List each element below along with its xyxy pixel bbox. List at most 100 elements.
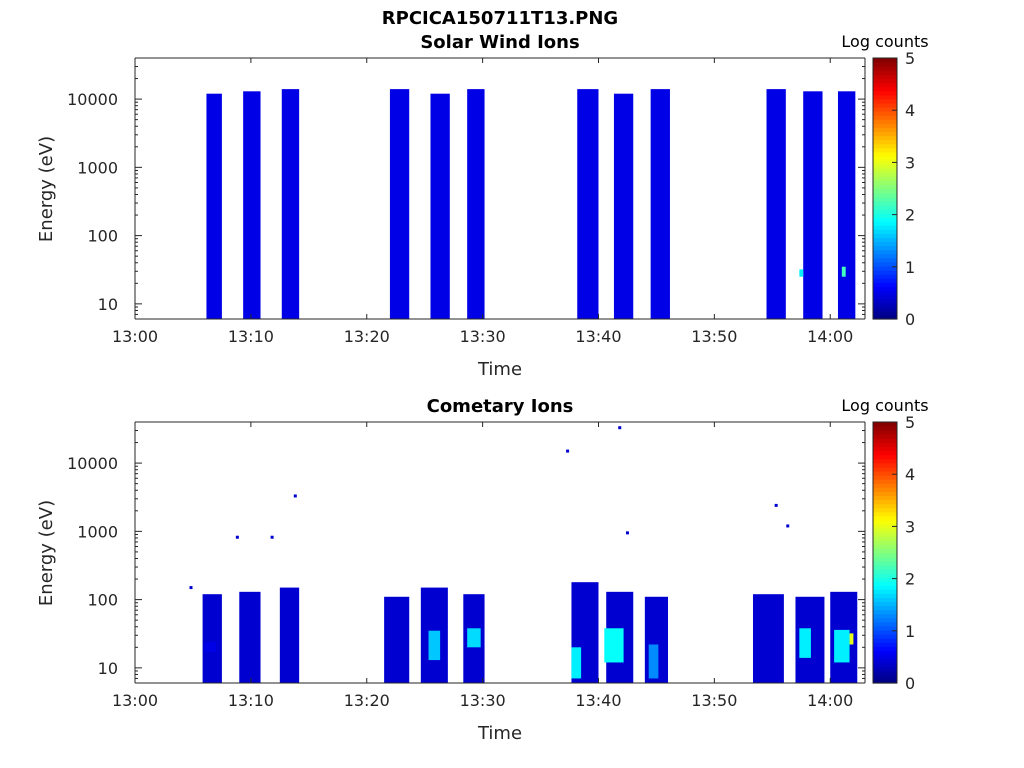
colorbar-segment — [873, 249, 897, 255]
colorbar-segment — [873, 479, 897, 484]
colorbar-segment — [873, 617, 897, 623]
colorbar-segment — [873, 438, 897, 443]
x-tick-label: 13:20 — [344, 691, 390, 710]
x-tick-label: 13:40 — [575, 691, 621, 710]
colorbar-segment — [873, 241, 897, 247]
colorbar-segment — [873, 78, 897, 84]
y-tick-label: 100 — [87, 227, 118, 246]
colorbar-segment — [873, 212, 897, 218]
x-tick-label: 13:00 — [112, 691, 158, 710]
x-tick-label: 13:00 — [112, 327, 158, 346]
colorbar-label: Log counts — [841, 32, 928, 51]
spectrogram-marks — [189, 426, 858, 683]
colorbar-segment — [873, 483, 897, 488]
colorbar-segment — [873, 306, 897, 312]
colorbar-segment — [873, 139, 897, 145]
cometary-ions-panel: Cometary Ions 13:00 13:10 13:20 13:30 13:40 1… — [36, 396, 929, 744]
colorbar-segment — [873, 102, 897, 108]
count-block-9 — [752, 594, 784, 683]
colorbar-segment — [873, 422, 897, 427]
colorbar-tick-label: 0 — [905, 310, 915, 329]
colorbar-segment — [873, 131, 897, 137]
colorbar-segment — [873, 548, 897, 554]
colorbar-segment — [873, 499, 897, 505]
colorbar-segment — [873, 94, 897, 100]
colorbar-segment — [873, 294, 897, 300]
colorbar-label: Log counts — [841, 396, 928, 415]
count-point-7 — [774, 503, 778, 507]
axes: 13:00 13:10 13:20 13:30 13:40 13:50 14:00 10 100… — [67, 57, 866, 346]
x-tick-label: 13:30 — [460, 327, 506, 346]
colorbar-segment — [873, 115, 897, 120]
panel-title: Solar Wind Ions — [420, 32, 579, 53]
colorbar-segment — [873, 257, 897, 263]
count-block-4 — [430, 93, 450, 319]
count-patch-3 — [571, 647, 582, 679]
colorbar-segment — [873, 654, 897, 660]
count-block-1 — [239, 591, 261, 683]
colorbar-segment — [873, 86, 897, 92]
colorbar-segment — [873, 180, 897, 186]
x-tick-label: 14:00 — [807, 327, 853, 346]
colorbar-segment — [873, 544, 897, 550]
colorbar-segment — [873, 151, 897, 157]
x-tick-label: 13:10 — [228, 691, 274, 710]
colorbar-segment — [873, 605, 897, 611]
colorbar-segment — [873, 192, 897, 198]
y-tick-label: 100 — [87, 591, 118, 610]
y-tick-label: 1000 — [77, 158, 118, 177]
count-block-0 — [206, 93, 222, 319]
colorbar-segment — [873, 66, 897, 71]
colorbar-tick-label: 0 — [905, 674, 915, 693]
colorbar-segment — [873, 282, 897, 287]
solar-wind-panel: Solar Wind Ions 13:00 13:10 13:20 13:30 13:4… — [36, 32, 929, 380]
count-patch-8 — [849, 633, 854, 645]
colorbar-segment — [873, 495, 897, 501]
colorbar-segment — [873, 265, 897, 271]
count-point-8 — [786, 524, 790, 528]
y-axis-label: Energy (eV) — [36, 136, 57, 242]
colorbar-segment — [873, 629, 897, 635]
x-tick-label: 13:50 — [691, 327, 737, 346]
colorbar-tick-label: 3 — [905, 153, 915, 172]
panel-title: Cometary Ions — [427, 396, 574, 417]
colorbar-segment — [873, 143, 897, 149]
count-patch-5 — [648, 644, 659, 679]
colorbar-segment — [873, 638, 897, 643]
x-tick-label: 13:50 — [691, 691, 737, 710]
colorbar-segment — [873, 298, 897, 304]
colorbar-segment — [873, 237, 897, 243]
colorbar-segment — [873, 462, 897, 468]
colorbar-segment — [873, 634, 897, 639]
colorbar-segment — [873, 159, 897, 165]
colorbar-segment — [873, 507, 897, 513]
colorbar-segment — [873, 233, 897, 239]
colorbar-segment — [873, 62, 897, 67]
count-point-0 — [189, 586, 193, 590]
colorbar-segment — [873, 98, 897, 104]
colorbar-segment — [873, 642, 897, 647]
colorbar-tick-label: 3 — [905, 517, 915, 536]
colorbar-segment — [873, 678, 897, 684]
x-tick-label: 13:20 — [344, 327, 390, 346]
colorbar-segment — [873, 487, 897, 492]
count-patch-0 — [204, 641, 217, 653]
colorbar-segment — [873, 650, 897, 656]
colorbar-segment — [873, 581, 897, 586]
colorbar-segment — [873, 564, 897, 570]
count-patch-0 — [799, 269, 804, 277]
colorbar-segment — [873, 475, 897, 480]
colorbar-tick-label: 4 — [905, 465, 915, 484]
colorbar-segment — [873, 450, 897, 456]
colorbar-segment — [873, 286, 897, 292]
colorbar-segment — [873, 221, 897, 226]
axes: 13:00 13:10 13:20 13:30 13:40 13:50 14:00 10 100… — [67, 421, 866, 710]
colorbar-segment — [873, 442, 897, 448]
count-point-3 — [293, 494, 297, 498]
colorbar: 0 1 2 3 4 5 — [872, 413, 915, 693]
colorbar-segment — [873, 426, 897, 431]
colorbar-segment — [873, 176, 897, 181]
colorbar-segment — [873, 593, 897, 598]
colorbar-segment — [873, 119, 897, 124]
